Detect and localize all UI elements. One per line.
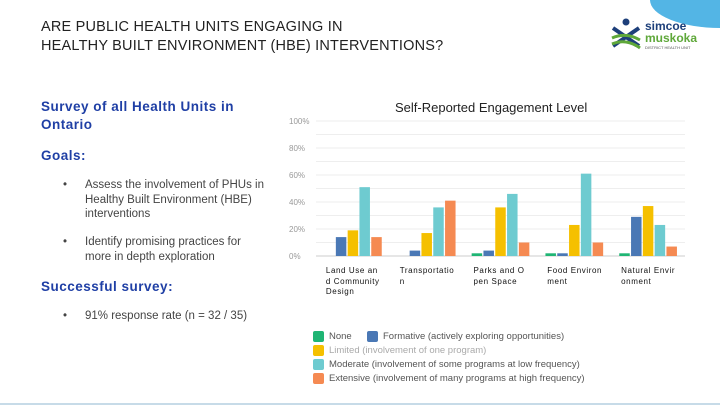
legend-label: None	[329, 331, 352, 343]
goal-text: Identify promising practices for more in…	[85, 236, 241, 263]
legend-label: Limited (involvement of one program)	[329, 345, 487, 357]
title-line-1: ARE PUBLIC HEALTH UNITS ENGAGING IN	[41, 19, 343, 35]
x-tick-label: Parks and Open Space	[473, 266, 525, 286]
legend-item-limited: Limited (involvement of one program)	[313, 345, 486, 357]
simcoe-muskoka-logo: simcoe muskoka DISTRICT HEALTH UNIT	[610, 18, 710, 54]
title-line-2: HEALTHY BUILT ENVIRONMENT (HBE) INTERVEN…	[41, 38, 444, 54]
legend-item-none: None	[313, 331, 352, 343]
success-heading: Successful survey:	[41, 279, 174, 294]
legend-swatch	[313, 331, 324, 342]
survey-heading: Survey of all Health Units in Ontario	[41, 99, 235, 132]
x-tick-label: Food Environment	[547, 266, 603, 286]
bar	[592, 242, 604, 256]
bar	[654, 224, 666, 256]
logo-text-2: muskoka	[645, 31, 698, 45]
legend-swatch	[313, 359, 324, 370]
bullet: •	[63, 179, 68, 191]
y-tick-label: 0%	[289, 252, 301, 261]
bullet: •	[63, 236, 68, 248]
legend-item-formative: Formative (actively exploring opportunit…	[367, 331, 564, 343]
bar	[371, 237, 382, 256]
bar	[359, 187, 370, 256]
bottom-border	[0, 403, 720, 405]
y-tick-label: 100%	[289, 117, 309, 126]
logo-text-3: DISTRICT HEALTH UNIT	[645, 45, 691, 50]
y-tick-label: 20%	[289, 225, 305, 234]
legend-swatch	[313, 373, 324, 384]
bar	[495, 207, 506, 256]
y-tick-label: 40%	[289, 198, 305, 207]
bar	[580, 173, 592, 256]
bar	[335, 237, 347, 256]
bar	[557, 253, 568, 256]
x-tick-label: Transportation	[399, 266, 455, 286]
legend-label: Formative (actively exploring opportunit…	[383, 331, 565, 343]
goal-text: Assess the involvement of PHUs in Health…	[85, 179, 264, 220]
bar	[631, 216, 642, 256]
bar	[445, 200, 456, 256]
bar	[619, 253, 630, 256]
legend-item-moderate: Moderate (involvement of some programs a…	[313, 359, 580, 371]
goals-heading: Goals:	[41, 148, 87, 163]
logo-text-1: simcoe	[645, 19, 687, 33]
legend-item-extensive: Extensive (involvement of many programs …	[313, 373, 585, 385]
bar	[642, 206, 654, 256]
bar	[545, 253, 556, 256]
success-text: 91% response rate (n = 32 / 35)	[85, 310, 248, 322]
bar	[666, 246, 677, 256]
y-tick-label: 60%	[289, 171, 305, 180]
page-title: ARE PUBLIC HEALTH UNITS ENGAGING IN HEAL…	[41, 18, 443, 56]
legend-label: Moderate (involvement of some programs a…	[329, 359, 580, 371]
bullet: •	[63, 310, 68, 322]
y-tick-label: 80%	[289, 144, 305, 153]
legend-label: Extensive (involvement of many programs …	[329, 373, 585, 385]
x-tick-label: Natural Environment	[621, 266, 676, 286]
bar	[433, 207, 444, 256]
bar	[409, 250, 421, 256]
bar	[471, 253, 483, 256]
bar	[483, 250, 494, 256]
legend-swatch	[367, 331, 378, 342]
chart-title: Self-Reported Engagement Level	[395, 100, 588, 115]
x-tick-label: Land Use and Community Design	[325, 266, 380, 296]
bar	[569, 224, 580, 256]
bar	[421, 233, 432, 256]
logo-figure-icon	[611, 18, 641, 50]
legend-swatch	[313, 345, 324, 356]
bar	[347, 230, 359, 256]
bar	[518, 242, 530, 256]
bar	[507, 193, 518, 256]
